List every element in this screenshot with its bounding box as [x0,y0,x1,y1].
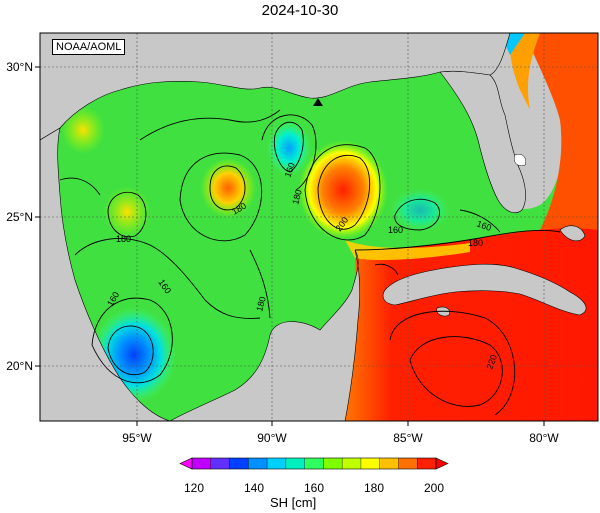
lat-label: 20°N [6,359,33,373]
cold-eddy-east [390,188,450,232]
colorbar-max-arrow [435,457,449,470]
contour-label: 160 [282,161,297,179]
colorbar-frame [191,457,437,470]
colorbar-swatch [360,458,381,469]
contour-label-group: 160 160 160 160 180 180 180 180 180 200 … [105,161,499,371]
colorbar-swatch [192,458,212,469]
triangle-station-marker [313,98,323,106]
colorbar-swatch [267,458,287,469]
yucatan-land [169,249,360,421]
contour-label: 180 [116,234,131,244]
map-title: 2024-10-30 [261,2,339,19]
contour-label: 160 [388,225,403,235]
contour-label: 180 [468,238,483,248]
us-gulf-coast-land [40,33,511,141]
florida-land [439,70,526,213]
colorbar-tick-label: 160 [304,481,324,495]
colorbar-swatch [210,458,231,469]
colorbar-min-arrow [179,457,193,470]
contour-label: 180 [254,295,268,312]
lon-label: 80°W [529,431,559,445]
credit-label: NOAA/AOML [52,39,126,55]
lon-label: 95°W [122,431,152,445]
colorbar-swatch [323,458,343,469]
contour-lines [59,109,561,416]
lat-label: 25°N [6,210,33,224]
colorbar-swatch [342,458,362,469]
ticks [35,66,545,426]
graticule [40,33,598,421]
colorbar-swatch [398,458,418,469]
contour-label: 180 [290,188,304,205]
lon-label: 90°W [257,431,287,445]
atlantic-shelf-water [509,33,540,110]
colorbar-swatch [229,458,249,469]
lake-okeechobee [514,154,526,166]
bahamas-land [559,225,586,242]
colorbar-tick-label: 200 [424,481,444,495]
colorbar-swatch [285,458,306,469]
cuba-land [382,263,587,316]
lon-label: 85°W [393,431,423,445]
colorbar-swatch [304,458,324,469]
warm-patch-west [103,186,151,238]
mexico-land [40,127,171,421]
contour-label: 160 [475,218,493,233]
colorbar-swatch [248,458,268,469]
colorbar-swatch [379,458,399,469]
lat-label: 30°N [6,60,33,74]
cold-eddy-north [267,120,311,176]
colorbar-tick-label: 180 [364,481,384,495]
map-frame [39,32,599,422]
colorbar-swatch [417,458,437,469]
atlantic-water [525,33,598,250]
colorbar-tick-label: 120 [184,481,204,495]
colorbar-tick-label: 140 [244,481,264,495]
warm-patch-texas [61,106,105,154]
colorbar [179,457,449,470]
colorbar-label: SH [cm] [270,495,317,510]
yucatan-channel-front [345,240,470,260]
